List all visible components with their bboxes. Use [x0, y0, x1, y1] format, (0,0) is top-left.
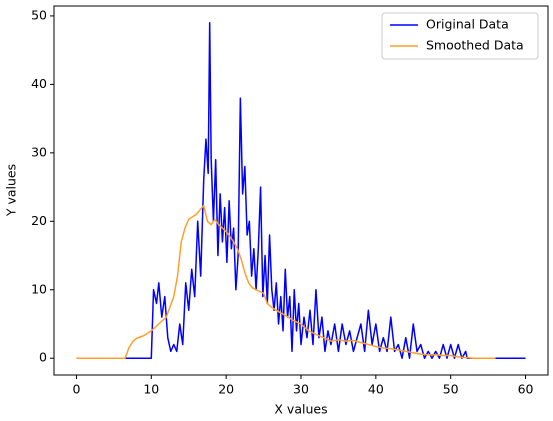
y-tick-label: 30	[31, 144, 47, 159]
x-tick-label: 30	[293, 382, 309, 397]
x-tick-label: 50	[443, 382, 459, 397]
y-tick-label: 20	[31, 213, 47, 228]
x-axis-label: X values	[274, 402, 327, 417]
x-tick-label: 10	[143, 382, 159, 397]
data-line	[76, 204, 496, 359]
x-tick-label: 0	[72, 382, 80, 397]
legend-box	[381, 12, 539, 60]
x-tick-label: 60	[518, 382, 534, 397]
x-tick-label: 40	[368, 382, 384, 397]
y-axis-label: Y values	[4, 164, 19, 217]
y-tick-label: 10	[31, 281, 47, 296]
y-tick-label: 40	[31, 76, 47, 91]
y-tick-label: 0	[39, 350, 47, 365]
axes-frame	[53, 5, 549, 376]
data-line	[76, 22, 526, 359]
legend-label: Smoothed Data	[426, 38, 524, 53]
x-tick-label: 20	[218, 382, 234, 397]
legend-label: Original Data	[426, 17, 509, 32]
y-tick-label: 50	[31, 7, 47, 22]
